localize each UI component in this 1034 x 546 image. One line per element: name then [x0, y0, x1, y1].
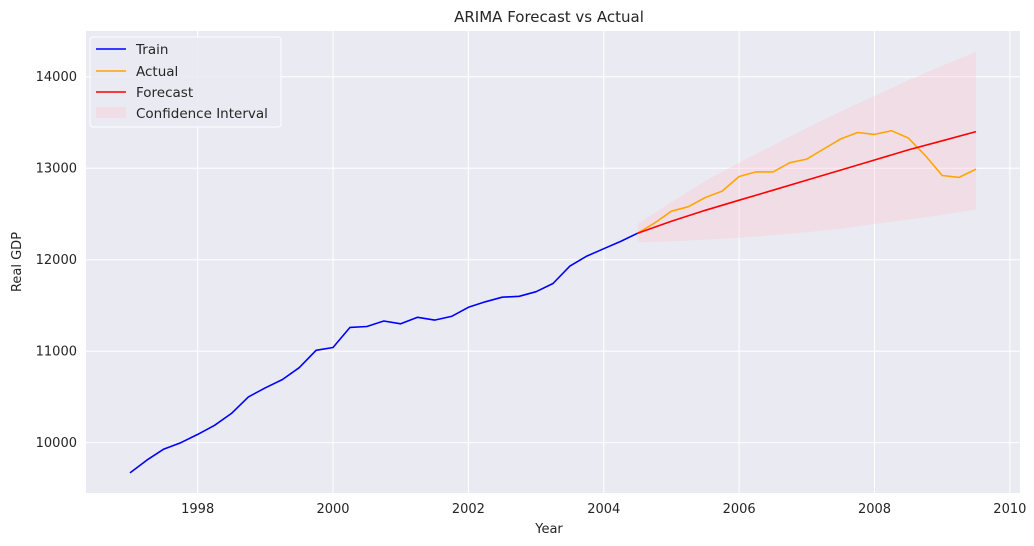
- x-tick-label: 2002: [452, 502, 485, 517]
- legend-label-train: Train: [135, 42, 168, 58]
- legend-label-confidence-interval: Confidence Interval: [136, 106, 268, 122]
- x-axis-label: Year: [534, 522, 563, 537]
- grid: [86, 31, 1020, 493]
- series-lines-layer: [129, 129, 977, 474]
- y-tick-label: 11000: [36, 345, 77, 360]
- train-line: [129, 232, 638, 474]
- x-tick-labels: 1998 2000 2002 2004 2006 2008 2010: [181, 502, 1026, 517]
- y-axis-label: Real GDP: [10, 232, 25, 292]
- legend-swatch-confidence-interval: [96, 107, 126, 118]
- y-tick-label: 13000: [36, 162, 77, 177]
- legend-box: [89, 36, 282, 128]
- y-tick-label: 14000: [36, 70, 77, 85]
- x-tick-label: 2008: [858, 502, 891, 517]
- legend-label-actual: Actual: [136, 64, 178, 80]
- chart-title: ARIMA Forecast vs Actual: [454, 8, 644, 26]
- legend: Train Actual Forecast Confidence Interva…: [89, 36, 282, 128]
- confidence-interval-band: [637, 52, 976, 243]
- y-tick-labels: 10000 11000 12000 13000 14000: [36, 70, 77, 451]
- forecast-line: [637, 130, 977, 234]
- x-tick-label: 1998: [181, 502, 214, 517]
- actual-line: [637, 129, 977, 234]
- x-tick-label: 2006: [723, 502, 756, 517]
- x-tick-label: 2000: [316, 502, 349, 517]
- y-tick-label: 10000: [36, 436, 77, 451]
- legend-label-forecast: Forecast: [136, 85, 193, 101]
- x-tick-label: 2010: [993, 502, 1026, 517]
- x-tick-label: 2004: [587, 502, 620, 517]
- y-tick-label: 12000: [36, 253, 77, 268]
- confidence-band-layer: [637, 52, 976, 243]
